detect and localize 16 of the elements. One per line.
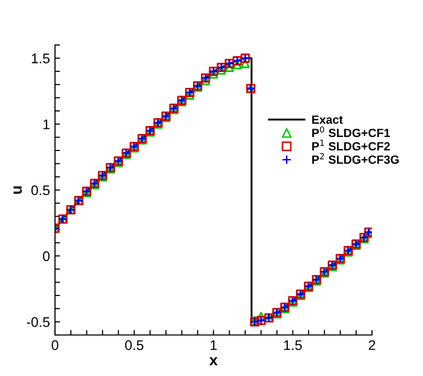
x-tick-label: 1.5 — [284, 340, 302, 350]
y-tick-label: 0 — [42, 251, 50, 262]
legend-label: P$^{1}$ SLDG+CF2 — [312, 140, 390, 150]
x-axis-title: x — [209, 357, 218, 366]
x-tick-label: 2 — [368, 340, 376, 350]
y-tick-label: -0.5 — [26, 317, 50, 327]
y-tick-label: 0.5 — [31, 185, 50, 196]
x-tick-label: 0 — [52, 340, 58, 350]
legend-label: P$^{2}$ SLDG+CF3G — [312, 153, 399, 164]
y-tick-label: 1 — [43, 120, 50, 130]
x-tick-label: 0.5 — [125, 340, 144, 350]
x-tick-label: 1 — [210, 340, 217, 350]
legend-label: Exact — [312, 116, 343, 124]
y-axis-title: u — [14, 186, 22, 194]
legend-label: P$^{0}$ SLDG+CF1 — [312, 126, 390, 138]
y-tick-label: 1.5 — [32, 54, 50, 64]
